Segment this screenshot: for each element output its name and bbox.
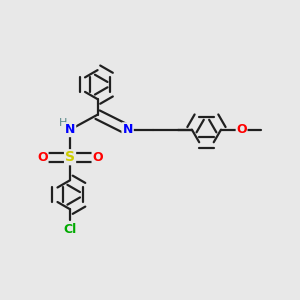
- Text: S: S: [65, 150, 75, 164]
- Text: N: N: [122, 123, 133, 136]
- Text: O: O: [236, 123, 247, 136]
- Text: O: O: [37, 151, 48, 164]
- Text: N: N: [65, 123, 75, 136]
- Text: Cl: Cl: [63, 223, 77, 236]
- Text: H: H: [59, 118, 67, 128]
- Text: O: O: [92, 151, 103, 164]
